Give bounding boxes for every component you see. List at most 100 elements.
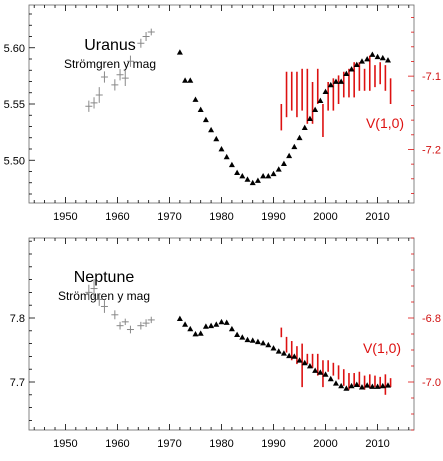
triangle-point — [239, 173, 246, 179]
y-tick-label: 5.60 — [4, 43, 25, 55]
triangle-point — [353, 381, 360, 387]
triangle-point — [306, 115, 313, 122]
triangle-point — [260, 339, 267, 346]
cross-point — [85, 284, 93, 301]
cross-point — [100, 300, 108, 313]
triangle-point — [379, 54, 386, 61]
y2-tick-label: -7.2 — [422, 144, 441, 156]
triangle-point — [208, 322, 215, 329]
cross-point — [147, 28, 155, 36]
triangle-point — [364, 382, 371, 388]
triangle-point — [228, 325, 235, 332]
triangle-point — [338, 382, 345, 389]
cross-point — [142, 319, 150, 327]
triangle-point — [317, 369, 324, 375]
triangle-point — [265, 341, 272, 348]
triangle-point — [254, 338, 261, 345]
triangle-point — [369, 51, 376, 57]
cross-point — [121, 318, 129, 326]
triangle-point — [384, 57, 391, 63]
triangle-point — [192, 96, 199, 102]
cross-point — [95, 293, 103, 306]
triangle-point — [208, 126, 215, 133]
chart-subtitle: Strömgren y mag — [64, 57, 156, 71]
cross-point — [95, 87, 103, 103]
plot-frame — [28, 237, 415, 431]
triangle-point — [364, 56, 371, 62]
triangle-point — [275, 348, 282, 354]
triangle-point — [332, 78, 339, 84]
triangle-point — [197, 106, 204, 113]
triangle-point — [343, 385, 350, 391]
cross-point — [100, 71, 108, 83]
triangle-point — [254, 177, 261, 183]
triangle-point — [244, 336, 251, 343]
cross-point — [90, 278, 98, 299]
triangle-point — [358, 384, 365, 390]
cross-point — [137, 321, 145, 330]
triangle-point — [187, 325, 194, 332]
cross-point — [85, 100, 93, 112]
triangle-point — [338, 78, 345, 84]
triangle-point — [327, 375, 334, 382]
triangle-point — [296, 134, 303, 141]
y-tick-label: 7.8 — [10, 313, 25, 325]
cross-point — [90, 97, 98, 109]
triangle-point — [322, 371, 329, 377]
triangle-point — [213, 135, 220, 142]
x-tick-label: 1960 — [105, 211, 129, 223]
triangle-point — [176, 315, 183, 322]
triangle-point — [374, 53, 381, 60]
x-tick-label: 1970 — [157, 211, 181, 223]
triangle-point — [301, 359, 308, 366]
cross-point — [121, 70, 129, 86]
triangle-point — [369, 383, 376, 389]
triangle-point — [249, 179, 256, 186]
x-tick-label: 2010 — [365, 211, 389, 223]
cross-point — [137, 38, 145, 48]
triangle-point — [286, 152, 293, 159]
plot-frame — [28, 4, 415, 204]
triangle-point — [291, 143, 298, 150]
cross-point — [111, 79, 119, 91]
triangle-point — [312, 106, 319, 113]
x-tick-label: 2000 — [313, 438, 337, 450]
triangle-point — [312, 367, 319, 373]
triangle-point — [291, 353, 298, 359]
triangle-point — [228, 161, 235, 168]
uranus-panel: 1950 1960 1970 1980 1990 2000 2010 5.50 5.55 5.60… — [4, 4, 441, 223]
y2-tick-label: -7.0 — [422, 377, 441, 389]
triangle-point — [286, 352, 293, 359]
triangle-point — [176, 49, 183, 55]
chart-title: Neptune — [74, 269, 135, 286]
triangle-point — [260, 173, 267, 179]
triangle-point — [187, 77, 194, 83]
triangle-point — [296, 357, 303, 363]
y-tick-label: 7.7 — [10, 377, 25, 389]
chart-title: Uranus — [84, 37, 136, 54]
cross-point — [111, 310, 119, 320]
neptune-panel: 1950 1960 1970 1980 1990 2000 2010 7.7 7.8 -7.0 -6… — [10, 237, 441, 450]
cross-point — [126, 325, 134, 334]
triangle-point — [223, 153, 230, 160]
x-tick-label: 1950 — [53, 211, 77, 223]
x-tick-label: 1990 — [261, 438, 285, 450]
triangle-point — [182, 77, 189, 83]
x-tick-label: 1960 — [105, 438, 129, 450]
triangle-point — [197, 330, 204, 336]
triangle-point — [322, 88, 329, 95]
cross-point — [126, 55, 134, 67]
triangle-point — [202, 323, 209, 329]
triangle-point — [384, 382, 391, 388]
y-tick-label: 5.55 — [4, 99, 25, 111]
triangle-point — [218, 318, 225, 325]
triangle-point — [249, 337, 256, 343]
triangle-point — [348, 382, 355, 389]
triangle-point — [379, 382, 386, 389]
triangle-point — [239, 334, 246, 340]
y2-tick-label: -7.1 — [422, 71, 441, 83]
triangle-point — [275, 166, 282, 172]
y-tick-label: 5.50 — [4, 155, 25, 167]
triangle-point — [301, 124, 308, 131]
